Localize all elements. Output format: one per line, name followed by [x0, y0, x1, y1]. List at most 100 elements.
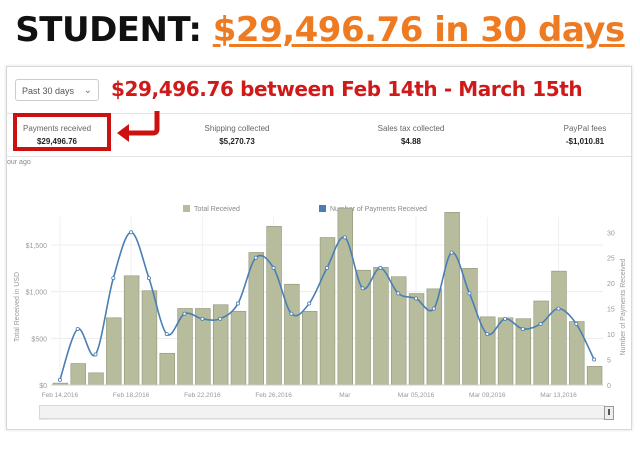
- stat-shipping-collected: Shipping collected $5,270.73: [197, 124, 277, 146]
- line-point: [164, 332, 169, 337]
- stat-value: $29,496.76: [36, 137, 78, 146]
- line-point: [235, 301, 240, 306]
- line-point: [414, 296, 419, 301]
- x-tick-label: Mar: [339, 392, 351, 399]
- line-point: [556, 306, 561, 311]
- legend-label: Total Received: [194, 206, 240, 213]
- bar: [319, 237, 336, 386]
- stat-label: Shipping collected: [204, 124, 270, 133]
- y-axis-title-left: Total Received in USD: [14, 272, 21, 342]
- line-point: [503, 316, 508, 321]
- bar: [266, 226, 282, 386]
- paypal-summary-panel: Past 30 days ⌄ $29,496.76 between Feb 14…: [6, 66, 632, 430]
- chart-navigator-scrollbar[interactable]: ‖: [39, 405, 614, 420]
- bar: [444, 212, 460, 386]
- line-point: [93, 352, 98, 357]
- revenue-annotation: $29,496.76 between Feb 14th - March 15th: [111, 77, 583, 101]
- bar: [569, 321, 585, 386]
- stat-paypal-fees: PayPal fees -$1,010.81: [545, 124, 625, 146]
- line-point: [200, 316, 205, 321]
- line-point: [378, 265, 383, 270]
- bar: [462, 268, 478, 386]
- line-point: [289, 311, 294, 316]
- bar: [533, 300, 549, 386]
- bar: [337, 208, 354, 386]
- line-point: [449, 250, 454, 255]
- bar: [230, 310, 247, 386]
- legend-number-of-payments[interactable]: Number of Payments Received: [319, 205, 427, 213]
- bar: [497, 317, 514, 386]
- line-point: [574, 321, 579, 326]
- y-tick-label-right: 5: [607, 358, 611, 365]
- line-point: [396, 291, 401, 296]
- x-tick-label: Feb 18,2016: [113, 392, 150, 399]
- bar: [88, 372, 104, 386]
- line-point: [182, 311, 187, 316]
- line-point: [431, 306, 436, 311]
- legend-swatch: [183, 205, 190, 212]
- x-tick-label: Mar 05,2016: [398, 392, 435, 399]
- date-range-value: Past 30 days: [22, 86, 75, 96]
- legend-total-received[interactable]: Total Received: [183, 205, 240, 213]
- legend-swatch: [319, 205, 326, 212]
- y-axis-title-right: Number of Payments Received: [620, 258, 627, 355]
- line-point: [467, 291, 472, 296]
- line-point: [485, 332, 490, 337]
- line-point: [253, 255, 258, 260]
- bar: [408, 293, 425, 386]
- y-tick-label-right: 25: [607, 256, 615, 263]
- revenue-chart: $0 $500 $1,000 $1,500 0 5 10 15 20 25 30 Feb 14,201…: [14, 208, 627, 420]
- line-point: [146, 276, 151, 281]
- stat-value: $4.88: [400, 137, 422, 146]
- chevron-down-icon: ⌄: [83, 85, 92, 96]
- line-point: [57, 377, 62, 382]
- bar: [373, 267, 389, 386]
- stat-payments-received: Payments received $29,496.76: [17, 124, 97, 146]
- bar: [123, 275, 140, 386]
- stat-sales-tax: Sales tax collected $4.88: [371, 124, 451, 146]
- y-tick-label-right: 15: [607, 307, 615, 314]
- line-point: [324, 265, 329, 270]
- line-point: [111, 276, 116, 281]
- bar: [248, 252, 264, 386]
- bar: [551, 270, 567, 386]
- y-tick-label-right: 0: [607, 383, 611, 390]
- line-point: [129, 230, 134, 235]
- stat-label: Sales tax collected: [377, 124, 445, 133]
- x-tick-label: Mar 09,2016: [469, 392, 506, 399]
- y-tick-label-right: 20: [607, 281, 615, 288]
- line-point: [342, 235, 347, 240]
- bar: [70, 363, 86, 386]
- date-range-select[interactable]: Past 30 days ⌄: [15, 79, 99, 101]
- y-tick-label-right: 10: [607, 332, 615, 339]
- headline-amount: $29,496.76 in 30 days: [212, 10, 625, 50]
- stats-row: Payments received $29,496.76 Shipping co…: [7, 113, 631, 157]
- line-point: [538, 321, 543, 326]
- bar: [301, 310, 318, 386]
- y-tick-label-left: $1,000: [26, 290, 48, 297]
- line-point: [75, 326, 80, 331]
- stat-label: Payments received: [22, 124, 92, 133]
- bar: [159, 352, 175, 386]
- headline-prefix: STUDENT:: [15, 10, 202, 50]
- bar: [106, 317, 122, 386]
- x-tick-label: Feb 26,2016: [255, 392, 292, 399]
- y-tick-label-right: 30: [607, 230, 615, 237]
- arrow-icon: [117, 111, 160, 142]
- stat-value: $5,270.73: [219, 137, 255, 146]
- legend-label: Number of Payments Received: [330, 206, 427, 213]
- line-point: [520, 326, 525, 331]
- bar: [426, 288, 443, 386]
- highlight-box: [13, 113, 111, 151]
- x-tick-label: Feb 14,2016: [42, 392, 79, 399]
- line-point: [218, 316, 223, 321]
- x-tick-label: Feb 22,2016: [184, 392, 221, 399]
- line-point: [307, 301, 312, 306]
- headline: STUDENT: $29,496.76 in 30 days: [0, 10, 640, 50]
- line-point: [271, 265, 276, 270]
- bar: [586, 366, 603, 386]
- stat-label: PayPal fees: [563, 124, 607, 133]
- scroll-handle-icon[interactable]: ‖: [604, 406, 614, 420]
- stat-value: -$1,010.81: [565, 137, 605, 146]
- y-tick-label-left: $500: [31, 336, 47, 343]
